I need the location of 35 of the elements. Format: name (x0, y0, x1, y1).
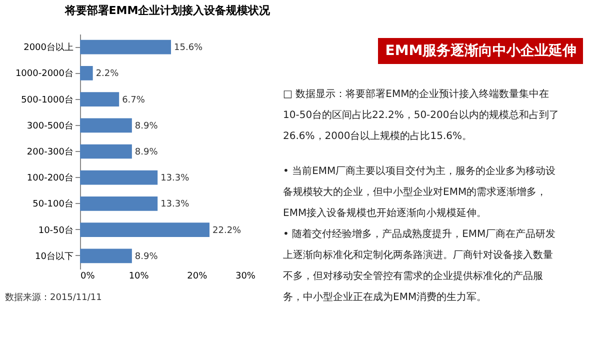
y-tick-label: 2000台以上 (24, 42, 74, 54)
y-tick-label: 500-1000台 (21, 94, 74, 106)
text: • 当前EMM厂商主要以项目交付为主，服务的企业多为移动设 (283, 165, 556, 177)
text: 上逐渐向标准化和定制化两条路演进。厂商针对设备接入数量 (283, 249, 553, 261)
text: □ 数据显示：将要部署EMM的企业预计接入终端数量集中在 (283, 88, 550, 100)
data-label: 6.7% (122, 95, 146, 106)
x-tick-label: 20% (187, 272, 208, 282)
data-label: 15.6% (174, 43, 204, 54)
y-tick-label: 50-100台 (32, 198, 74, 210)
text: EMM服务逐渐向中小企业延伸 (385, 43, 577, 59)
data-label: 8.9% (134, 252, 158, 262)
x-tick-label: 10% (128, 272, 150, 282)
text: 备规模较大的企业，但中小型企业对EMM的需求逐渐增多， (283, 186, 547, 198)
text: 26.6%，2000台以上规模的占比15.6%。 (283, 130, 472, 142)
y-tick-label: 300-500台 (26, 120, 74, 132)
x-tick-label: 30% (235, 272, 256, 282)
data-label: 8.9% (134, 121, 158, 132)
x-tick-label: 0% (80, 272, 96, 282)
text: • 随着交付经验增多，产品成熟度提升，EMM厂商在产品研发 (283, 228, 556, 240)
y-tick-label: 1000-2000台 (15, 68, 74, 80)
data-label: 13.3% (160, 200, 190, 210)
y-tick-label: 10-50台 (38, 224, 74, 236)
y-tick-label: 100-200台 (26, 172, 74, 184)
text: EMM接入设备规模也开始逐渐向小规模延伸。 (283, 207, 487, 219)
text: 务，中小型企业正在成为EMM消费的生力军。 (283, 291, 487, 303)
text: 10-50台的区间占比22.2%，50-200台以内的规模总和占到了 (283, 109, 560, 121)
text: 不多，但对移动安全管控有需求的企业提供标准化的产品服 (283, 270, 543, 282)
y-tick-label: 10台以下 (35, 250, 74, 262)
y-tick-label: 200-300台 (26, 146, 74, 158)
data-label: 13.3% (160, 174, 190, 184)
data-label: 22.2% (212, 226, 242, 236)
chart-title: 将要部署EMM企业计划接入设备规模状况 (64, 4, 272, 17)
data-label: 2.2% (96, 69, 120, 80)
source-note: 数据来源：2015/11/11 (5, 292, 102, 303)
data-label: 8.9% (134, 148, 158, 158)
